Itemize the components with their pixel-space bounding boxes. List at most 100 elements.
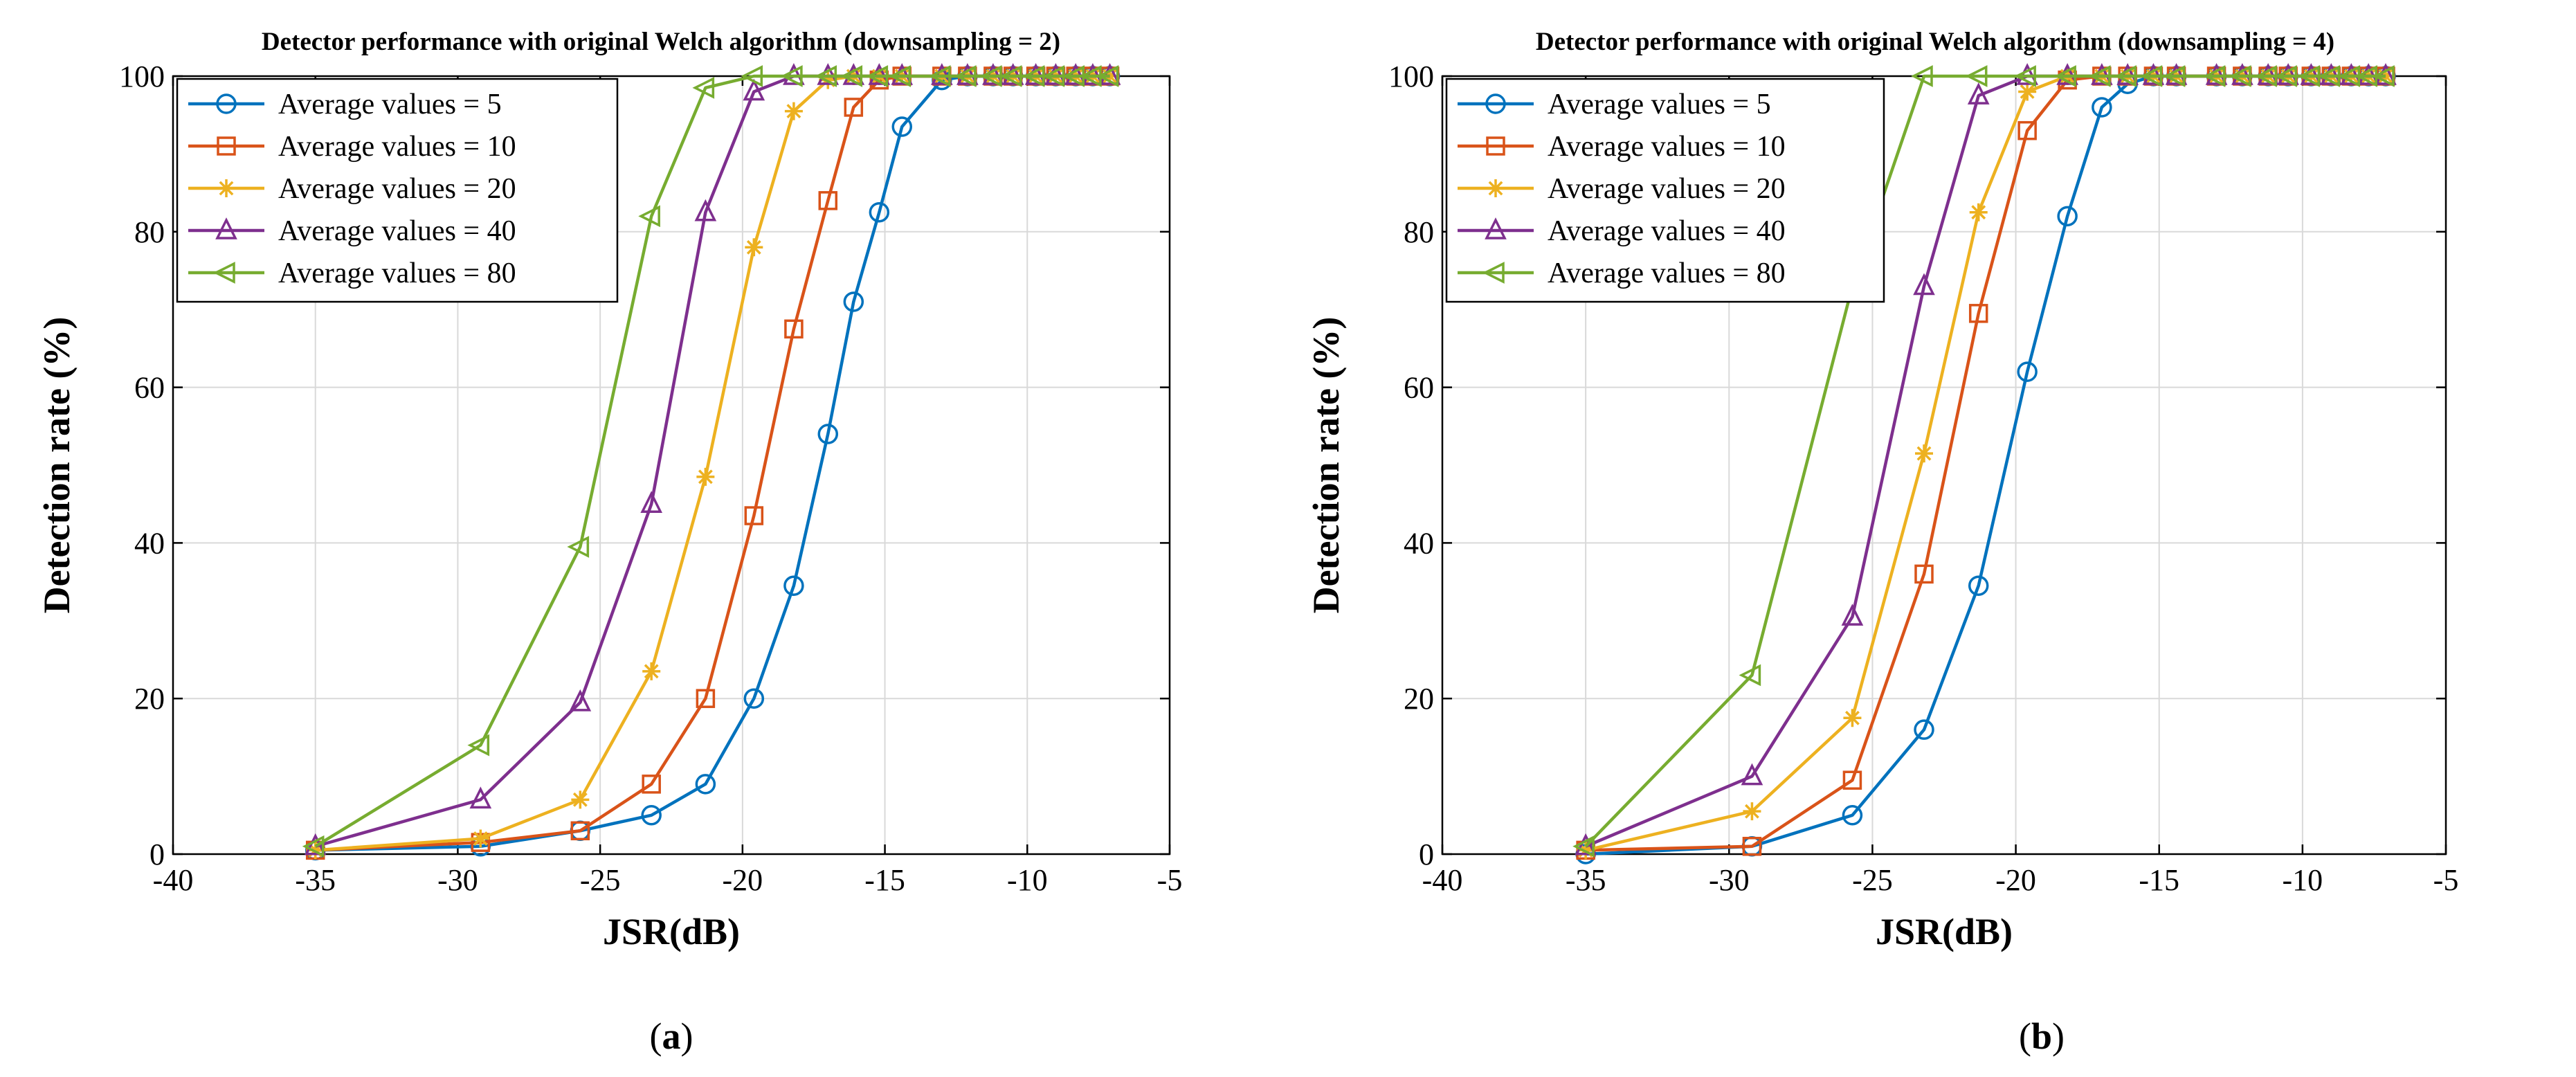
chart-a-series-4-point-2: [567, 536, 590, 558]
chart-b-y-tick-label-4: 80: [1404, 215, 1434, 249]
chart-b-series-1-point-2: [1842, 770, 1862, 790]
chart-a-series-4-point-0: [302, 835, 325, 858]
chart-a-legend-marker-2: [217, 179, 235, 197]
chart-b-legend-marker-4: [1482, 262, 1505, 284]
chart-a-title: Detector performance with original Welch…: [262, 28, 1060, 56]
chart-b-series-1-point-4: [1968, 304, 1988, 323]
chart-b-x-tick-label-2: -30: [1709, 863, 1750, 897]
chart-b-x-axis-label: JSR(dB): [1876, 911, 2013, 952]
chart-a-series-4-point-4: [692, 77, 715, 99]
chart-a-y-tick-label-3: 60: [134, 371, 165, 405]
chart-b-y-tick-label-0: 0: [1419, 838, 1434, 871]
chart-b-x-tick-label-1: -35: [1566, 863, 1606, 897]
chart-a-series-4-point-9: [866, 65, 889, 87]
chart-b-series-4-point-3: [1911, 65, 1933, 87]
chart-a-series-0-point-8: [843, 291, 864, 312]
chart-a-series-4-point-14: [999, 65, 1022, 87]
chart-b-y-tick-label-5: 100: [1388, 60, 1434, 93]
chart-b-series-0-point-3: [1914, 719, 1934, 740]
chart-b-x-tick-label-0: -40: [1422, 863, 1463, 897]
chart-a-legend-label-2: Average values = 20: [278, 173, 516, 205]
chart-a-series-1-point-6: [784, 319, 804, 339]
chart-a-x-tick-label-4: -20: [723, 863, 763, 897]
chart-b-series-2-point-4: [1969, 203, 1988, 221]
chart-b-series-4-point-5: [2014, 65, 2036, 87]
chart-a: Detector performance with original Welch…: [36, 28, 1182, 1057]
chart-b-legend-marker-2: [1487, 179, 1505, 197]
chart-a-x-tick-label-7: -5: [1157, 863, 1183, 897]
chart-a-series-2-point-5: [745, 238, 763, 257]
chart-a-series-1-point-8: [844, 98, 864, 117]
chart-b-series-4-point-19: [2373, 65, 2395, 87]
chart-a-series-4-point-1: [467, 734, 490, 757]
chart-b-x-tick-label-6: -10: [2283, 863, 2323, 897]
chart-b-series-3-point-4: [1967, 82, 1990, 105]
chart-a-legend-label-0: Average values = 5: [278, 89, 502, 120]
chart-a-legend-label-3: Average values = 40: [278, 215, 516, 247]
chart-a-series-3-point-3: [640, 491, 663, 513]
chart-a-series-4-point-19: [1096, 65, 1119, 87]
chart-b-series-1-point-5: [2017, 120, 2037, 141]
chart-a-legend-marker-4: [213, 262, 235, 284]
chart-b-legend-label-4: Average values = 80: [1548, 257, 1786, 289]
chart-b-x-tick-label-3: -25: [1852, 863, 1893, 897]
chart-b-panel-label: (b): [2019, 1015, 2065, 1057]
chart-a-y-tick-label-5: 100: [119, 60, 165, 93]
chart-a-series-4-point-10: [889, 65, 911, 87]
chart-b-series-4-point-7: [2088, 65, 2111, 87]
chart-b-legend-marker-1: [1486, 136, 1505, 156]
chart-b-series-0-point-2: [1842, 805, 1863, 826]
chart-a-x-tick-label-2: -30: [437, 863, 478, 897]
chart-a-series-2-point-2: [571, 790, 590, 809]
chart-a-series-1-point-5: [744, 506, 764, 525]
chart-a-y-tick-label-4: 80: [134, 215, 165, 249]
chart-a-series-4-point-7: [815, 65, 837, 87]
chart-a-legend-box: [176, 78, 619, 303]
chart-a-y-tick-label-1: 20: [134, 682, 165, 716]
chart-a-series-4-point-3: [638, 205, 660, 228]
chart-a-y-tick-label-0: 0: [149, 838, 165, 871]
chart-a-series-0-point-9: [869, 201, 890, 223]
chart-a-series-4-point-8: [840, 65, 863, 87]
chart-a-series-0-point-5: [743, 688, 765, 709]
chart-b-series-4-point-6: [2054, 65, 2076, 87]
chart-a-legend: Average values = 5 Average values = 10 Ave…: [176, 78, 619, 303]
chart-a-series-2-point-4: [696, 467, 715, 486]
chart-a-legend-label-4: Average values = 80: [278, 257, 516, 289]
chart-b-series-4-point-4: [1965, 65, 1988, 87]
chart-b-series-4: [1572, 65, 2395, 858]
chart-b-legend-label-0: Average values = 5: [1548, 89, 1771, 120]
chart-b-x-tick-label-7: -5: [2433, 863, 2459, 897]
chart-b-series-0-point-4: [1968, 575, 1989, 596]
chart-b-legend-label-2: Average values = 20: [1548, 173, 1786, 205]
chart-a-series-3-point-5: [743, 78, 765, 101]
chart-b-series-3-point-0: [1575, 833, 1597, 856]
chart-b-title: Detector performance with original Welch…: [1536, 28, 2334, 56]
chart-b-legend-marker-0: [1485, 93, 1506, 114]
chart-b-series-3-point-3: [1913, 273, 1935, 296]
chart-a-series-2-point-3: [642, 662, 661, 680]
chart-b-series-3-point-1: [1741, 763, 1763, 786]
chart-b-legend-label-3: Average values = 40: [1548, 215, 1786, 247]
chart-a-series-1-point-2: [570, 821, 590, 841]
chart-a-legend-marker-0: [216, 93, 237, 114]
chart-a-series-0-point-3: [641, 805, 662, 826]
chart-b-legend-marker-3: [1485, 217, 1507, 239]
chart-a-x-tick-label-1: -35: [295, 863, 336, 897]
chart-a-legend-label-1: Average values = 10: [278, 131, 516, 163]
chart-a-series-2-point-1: [471, 829, 490, 848]
chart-a-series-3-point-4: [694, 199, 717, 221]
chart-a-panel-label: (a): [650, 1015, 693, 1057]
chart-b-series-1-point-3: [1914, 564, 1934, 584]
chart-b-y-tick-label-3: 60: [1404, 371, 1434, 405]
chart-a-series-0-point-4: [695, 774, 716, 795]
chart-b: Detector performance with original Welch…: [1305, 28, 2458, 1057]
chart-b-series-4-point-1: [1739, 664, 1761, 687]
chart-b-series-1-point-1: [1742, 837, 1762, 856]
chart-b-x-tick-label-4: -20: [1995, 863, 2036, 897]
chart-a-series-0-point-6: [783, 575, 804, 596]
chart-b-series-4-point-14: [2275, 65, 2297, 87]
chart-a-axes-box: [172, 75, 1171, 856]
chart-b-series-3-point-2: [1841, 604, 1864, 626]
